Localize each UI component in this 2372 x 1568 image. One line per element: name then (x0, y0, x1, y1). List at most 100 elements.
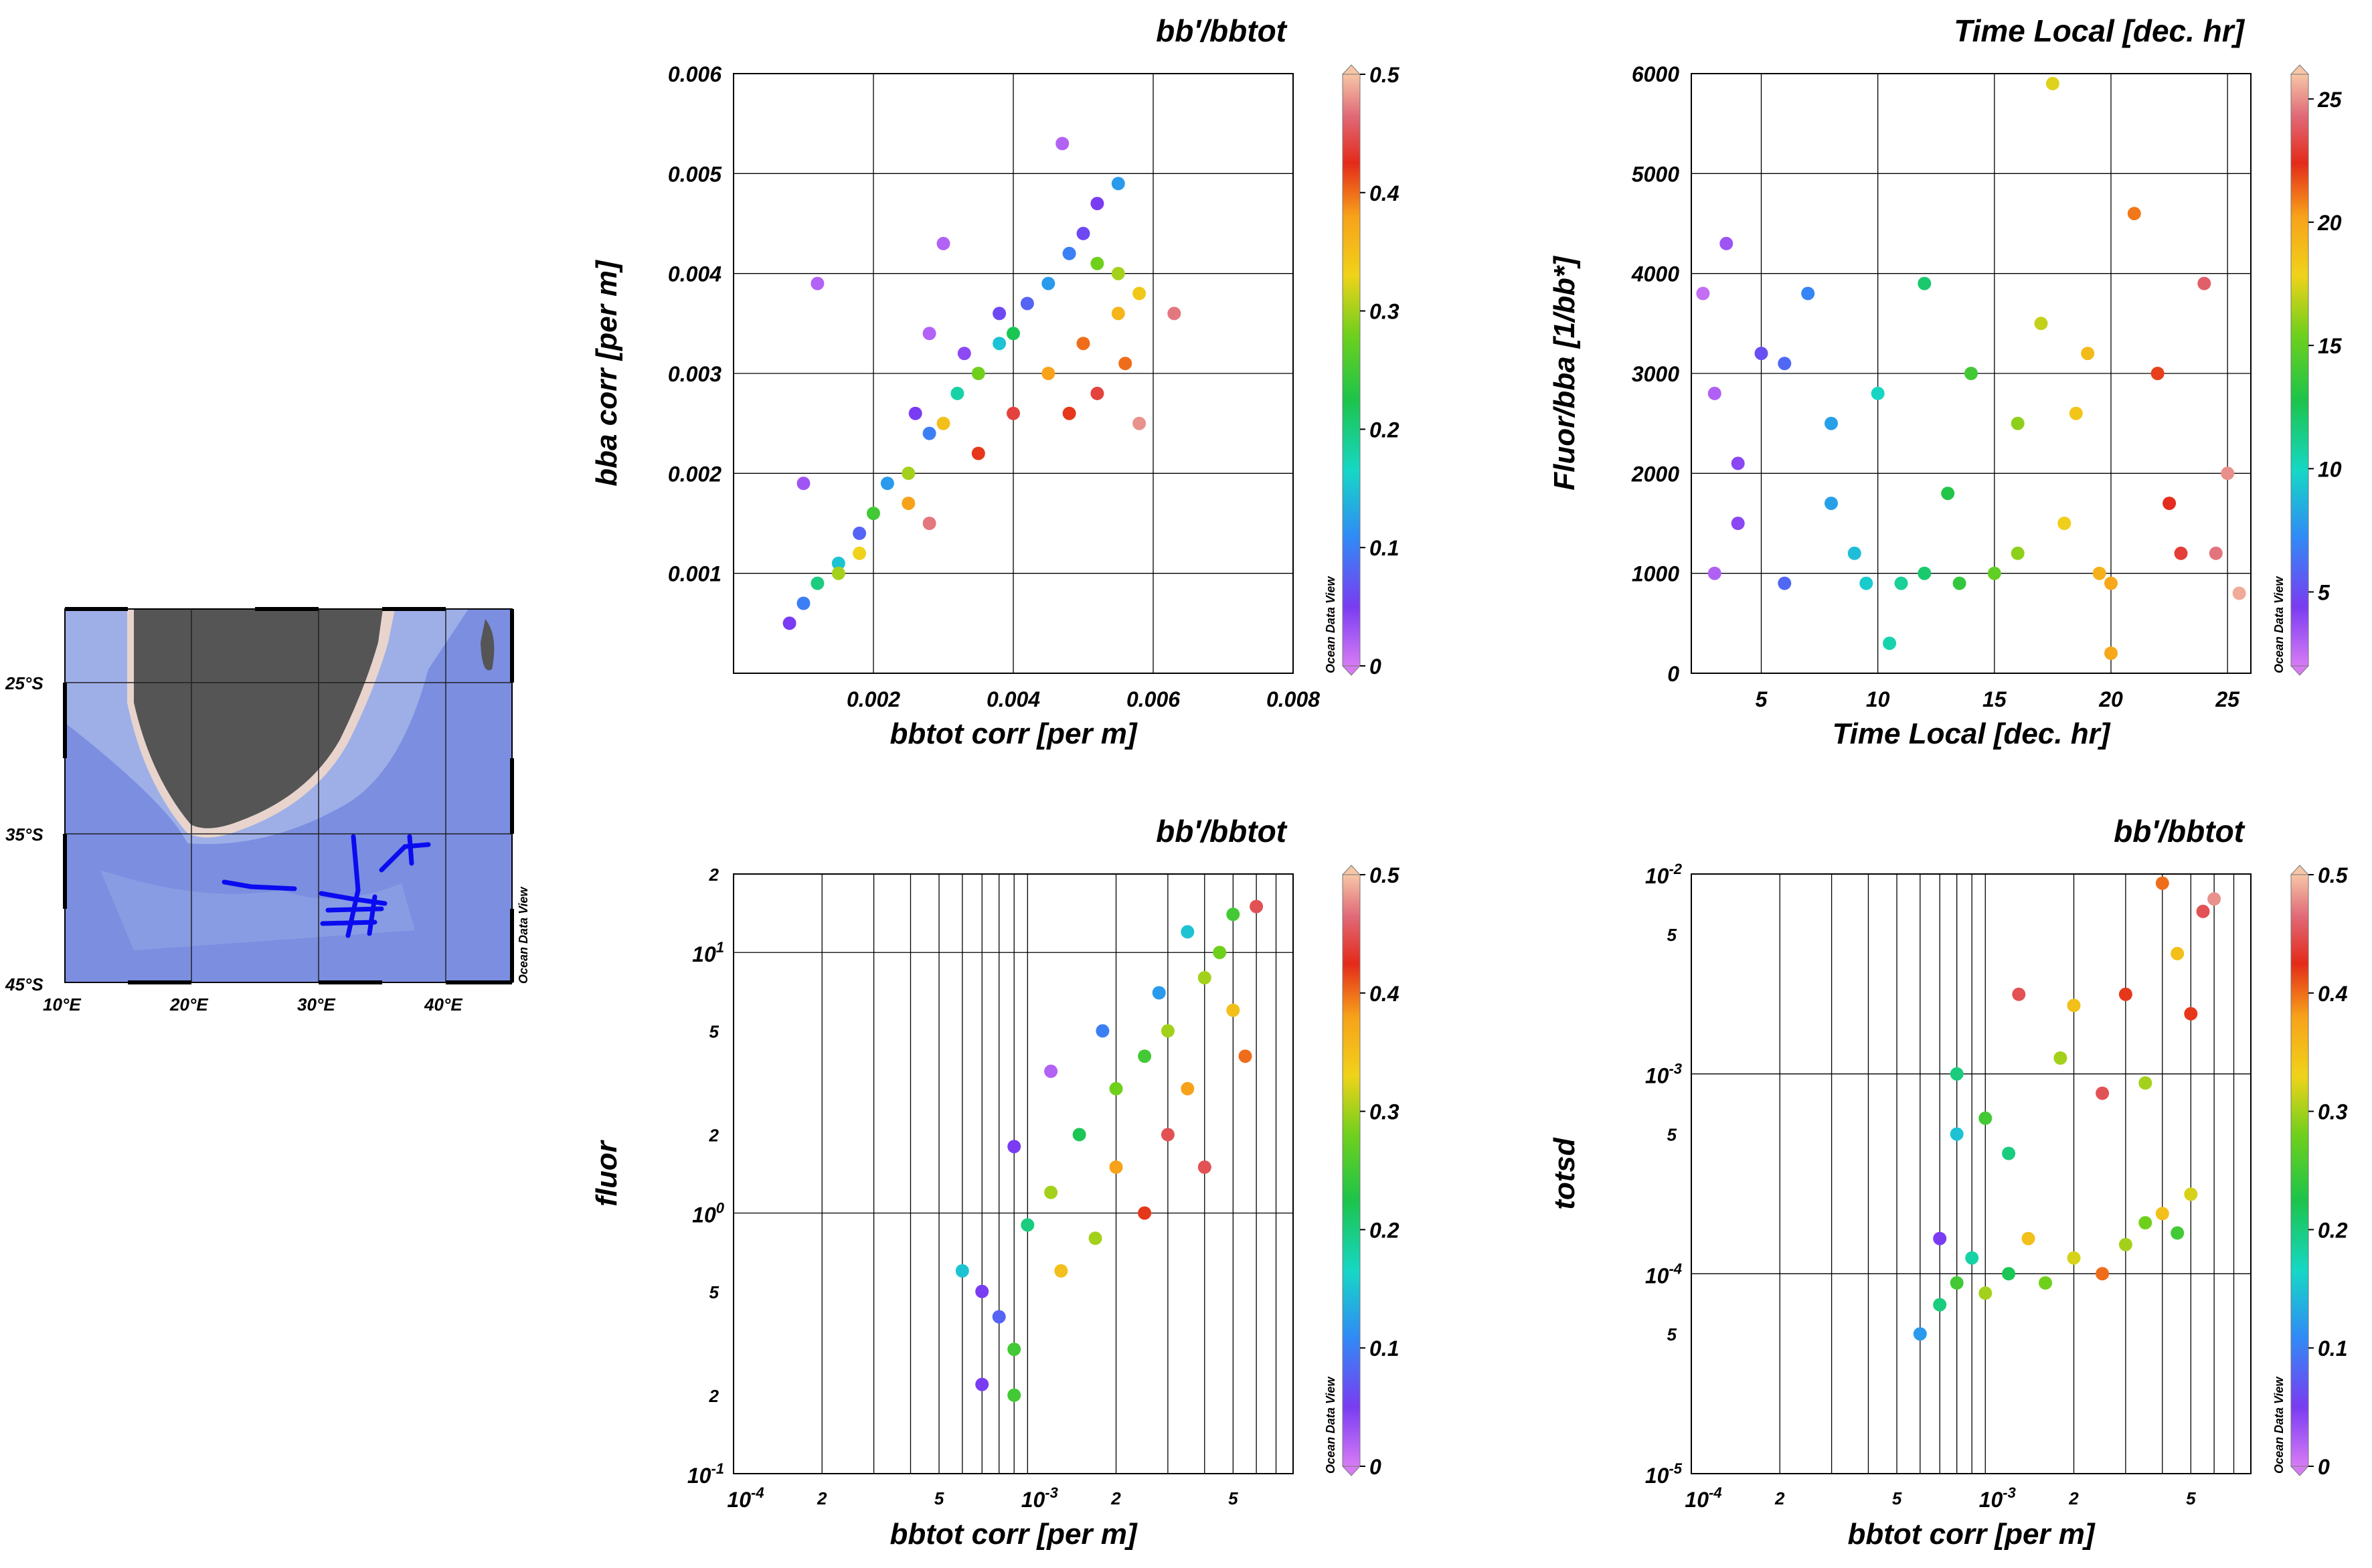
data-point (1161, 1128, 1175, 1142)
colorbar-tick-label: 25 (2317, 88, 2343, 112)
y-tick-label: 10-2 (1645, 861, 1683, 888)
x-tick-label: 10-3 (1021, 1484, 1058, 1512)
data-point (2155, 876, 2169, 890)
data-point (1731, 517, 1745, 530)
data-point (1090, 386, 1104, 400)
data-point (975, 1284, 989, 1298)
data-point (2002, 1267, 2016, 1281)
data-point (880, 476, 894, 491)
lat-label-25s: 25°S (5, 673, 44, 693)
data-point (1044, 1185, 1058, 1199)
x-tick-label: 0.006 (1126, 687, 1180, 711)
data-point (1965, 1251, 1979, 1265)
x-tick-label: 2 (1110, 1488, 1121, 1508)
madagascar-land (481, 619, 495, 671)
data-point (1132, 286, 1147, 300)
data-point (2092, 566, 2106, 580)
data-point (936, 236, 950, 250)
data-point (908, 406, 922, 420)
x-tick-label: 25 (2215, 687, 2240, 711)
data-point (1847, 546, 1861, 560)
watermark: Ocean Data View (1324, 1377, 1337, 1474)
data-point (1913, 1327, 1927, 1341)
x-tick-label: 5 (1892, 1488, 1902, 1508)
data-point (957, 347, 971, 361)
grid (1691, 74, 2251, 673)
x-axis-label: Time Local [dec. hr] (1833, 717, 2111, 750)
data-point (1696, 286, 1710, 300)
lon-label-40e: 40°E (424, 994, 462, 1015)
data-point (1859, 576, 1873, 590)
y-tick-label: 5 (1667, 1324, 1677, 1344)
map-grid (65, 609, 512, 982)
data-point (1007, 1342, 1021, 1357)
data-point (975, 1377, 989, 1391)
colorbar-tick-label: 0.4 (1369, 982, 1400, 1006)
data-point (1090, 256, 1104, 270)
data-point (1138, 1049, 1152, 1063)
data-point (1978, 1111, 1993, 1125)
data-point (2053, 1051, 2067, 1065)
data-point (1111, 266, 1125, 280)
data-point (1138, 1206, 1152, 1220)
data-point (1076, 226, 1090, 240)
x-axis-label: bbtot corr [per m] (890, 717, 1137, 750)
colorbar (2290, 74, 2309, 667)
data-point (853, 546, 867, 560)
data-point (1226, 907, 1240, 922)
data-point (1062, 246, 1076, 260)
colorbar (1342, 74, 1361, 667)
data-point (867, 507, 880, 521)
data-point (1197, 1160, 1211, 1174)
data-point (950, 386, 964, 400)
data-point (1118, 357, 1132, 371)
watermark: Ocean Data View (2272, 576, 2286, 673)
y-tick-label: 5 (709, 1021, 719, 1041)
data-point (1007, 1140, 1021, 1154)
data-point (2118, 1237, 2132, 1251)
colorbar-tick-label: 0 (1369, 1455, 1381, 1479)
data-point (1161, 1024, 1175, 1038)
x-tick-label: 5 (1756, 687, 1768, 711)
grid (1691, 874, 2252, 1474)
grid (733, 874, 1294, 1474)
data-point (2184, 1007, 2198, 1021)
y-axis-label: Fluor/bba [1/bb*] (1548, 256, 1581, 491)
data-point (1978, 1286, 1993, 1300)
data-point (1719, 236, 1733, 250)
data-point (993, 307, 1007, 321)
data-point (1238, 1049, 1252, 1063)
data-point (2221, 466, 2235, 481)
watermark: Ocean Data View (2272, 1377, 2286, 1474)
map-frame-ticks (63, 607, 514, 984)
y-tick-label: 6000 (1632, 62, 1679, 86)
data-point (1088, 1231, 1102, 1245)
colorbar-tick-label: 0 (1369, 655, 1381, 679)
y-tick-label: 10-4 (1645, 1260, 1682, 1288)
data-point (1952, 576, 1966, 590)
data-point (1054, 1264, 1068, 1278)
data-point (831, 556, 845, 570)
data-point (1111, 307, 1125, 321)
x-axis-label: bbtot corr [per m] (1847, 1518, 2095, 1551)
data-point (2081, 347, 2095, 361)
data-point (1181, 925, 1195, 939)
data-point (2163, 497, 2177, 511)
y-tick-label: 0.003 (668, 362, 722, 386)
data-point (1964, 367, 1978, 380)
colorbar-bottom-arrow (1341, 665, 1361, 676)
y-tick-label: 10-1 (687, 1460, 724, 1488)
data-point (1072, 1128, 1086, 1142)
data-point (1731, 456, 1745, 470)
data-point (1825, 416, 1838, 430)
y-tick-label: 100 (692, 1200, 725, 1227)
chart-p4: 10-4 2 5 10-3 2 5 10-5 5 10-4 5 10-3 5 10-2 bbtot cor… (1548, 814, 2349, 1551)
data-point (1707, 566, 1721, 580)
colorbar-tick-label: 0.5 (2318, 863, 2349, 887)
x-tick-label: 5 (2186, 1488, 2196, 1508)
data-point (971, 367, 985, 380)
colorbar-top-arrow (1341, 64, 1361, 75)
y-tick-label: 5 (1667, 1125, 1677, 1145)
africa-land (134, 609, 383, 829)
